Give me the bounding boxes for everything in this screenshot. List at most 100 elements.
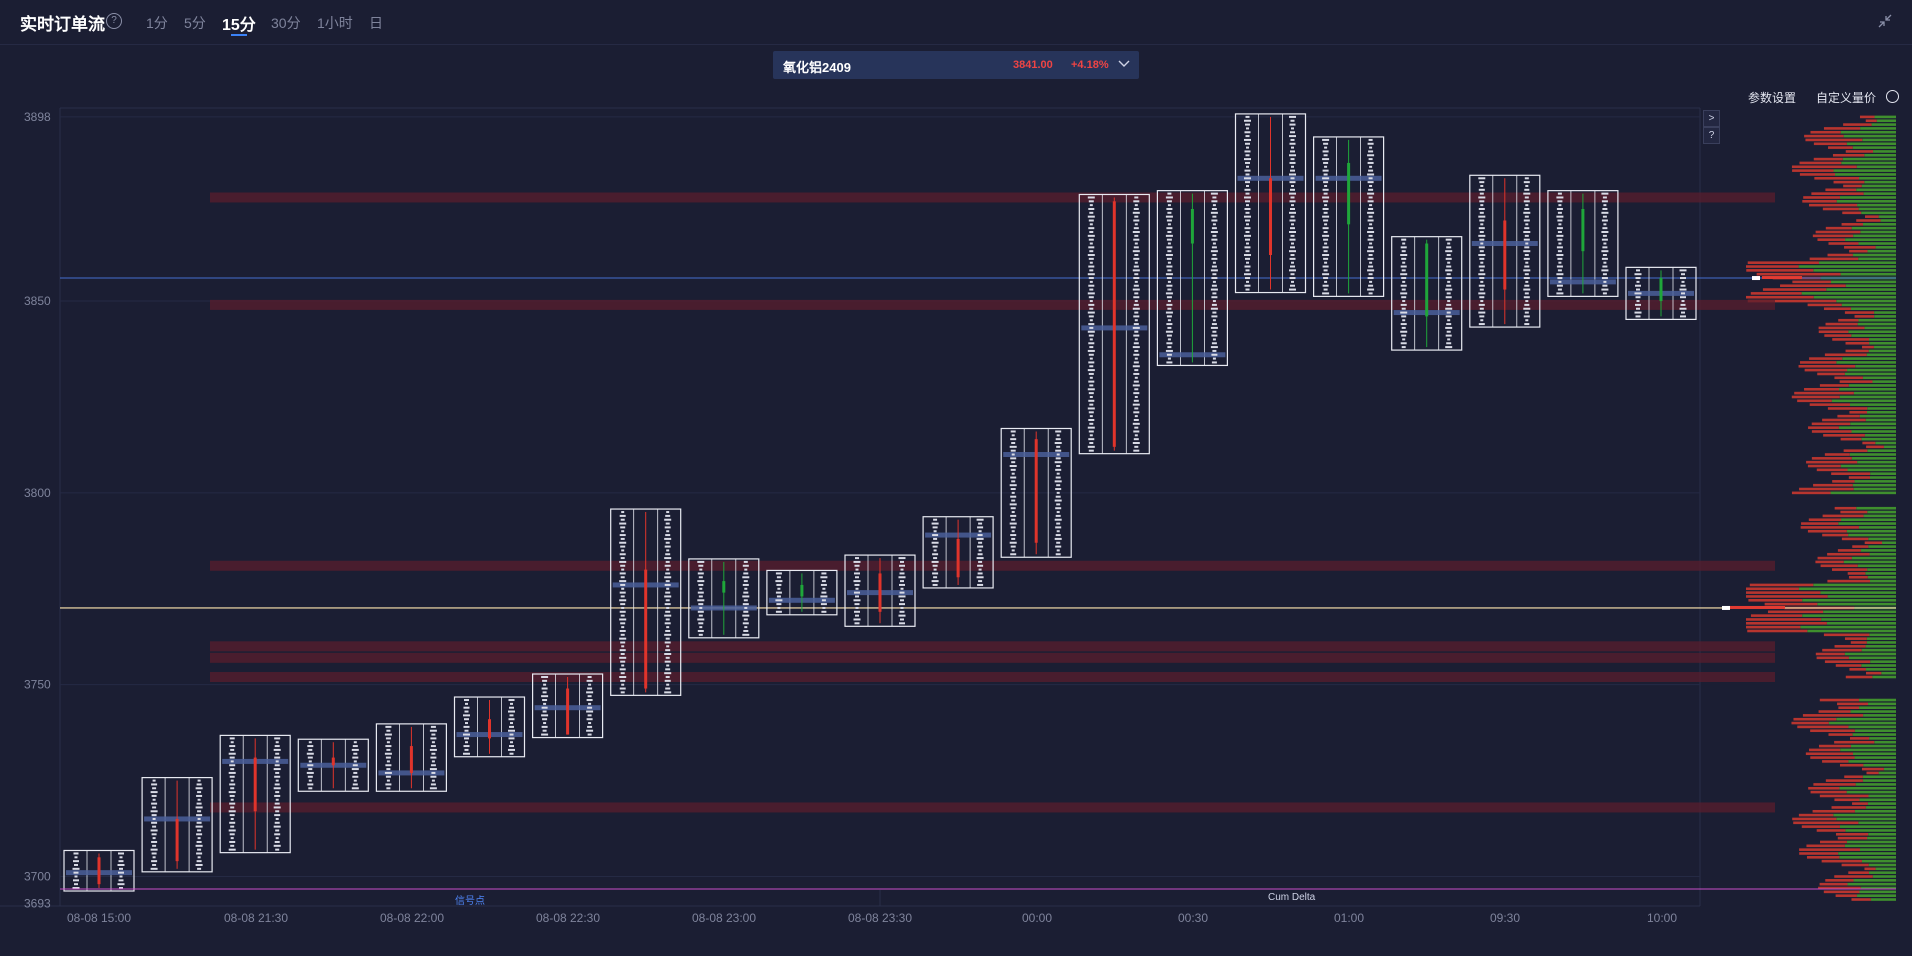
ask-volume-cell [1602,284,1608,287]
bid-volume-cell [1479,277,1485,280]
footprint-candle[interactable] [1156,190,1229,367]
ask-volume-cell [274,802,280,805]
profile-sell-bar [1802,200,1837,203]
ask-volume-cell [353,779,357,782]
bid-volume-cell [542,691,547,694]
profile-sell-bar [1764,602,1818,606]
params-settings-button[interactable]: 参数设置 [1748,91,1797,105]
ask-volume-cell [1603,261,1607,264]
footprint-candle[interactable] [610,508,682,696]
footprint-candle[interactable] [1625,266,1697,321]
cum-delta-label[interactable]: Cum Delta [1268,892,1316,903]
tab-1min[interactable]: 1分 [146,15,168,31]
bid-volume-cell [1246,280,1249,283]
ask-volume-cell [666,683,670,686]
tab-30min[interactable]: 30分 [271,15,301,31]
ask-volume-cell [430,756,437,759]
ask-volume-cell [1055,553,1061,556]
ask-volume-cell [743,572,749,575]
bid-volume-cell [463,733,470,736]
bid-volume-cell [1401,346,1406,349]
ask-volume-cell [586,729,594,732]
footprint-candle[interactable] [688,558,760,639]
bid-volume-cell [1087,311,1095,314]
y-tick-label: 3850 [24,294,51,308]
bid-volume-cell [1323,161,1329,164]
ask-volume-cell [275,848,280,851]
profile-buy-bar [1864,326,1896,330]
tab-1hour[interactable]: 1小时 [317,15,353,31]
footprint-candle[interactable] [453,696,526,758]
bid-volume-cell [1244,177,1251,180]
bid-volume-cell [620,583,626,586]
ask-volume-cell [588,702,592,705]
footprint-candle[interactable] [1078,193,1150,455]
ask-volume-cell [509,706,514,709]
ask-volume-cell [1211,207,1217,210]
profile-buy-bar [1868,349,1896,353]
bid-volume-cell [775,610,782,613]
custom-volume-price-button[interactable]: 自定义量价 [1816,91,1877,105]
footprint-candle[interactable] [1312,136,1385,297]
footprint-candle[interactable] [219,734,291,854]
symbol-selector[interactable]: 氧化铝2409 3841.00 +4.18% [773,51,1139,79]
profile-sell-bar [1852,802,1868,805]
profile-sell-bar [1797,725,1849,729]
bid-volume-cell [1322,227,1329,230]
ask-volume-cell [1133,334,1140,337]
profile-sell-bar [1828,733,1853,736]
footprint-candle[interactable] [1547,190,1619,297]
footprint-candle[interactable] [1469,174,1541,328]
profile-sell-bar [1792,280,1831,284]
ask-volume-cell [1290,284,1295,287]
bid-volume-cell [1165,330,1173,333]
ask-volume-cell [1367,250,1375,253]
footprint-candle[interactable] [766,569,838,616]
footprint-candle[interactable] [141,776,213,873]
tab-day[interactable]: 日 [369,15,383,31]
ask-volume-cell [195,806,203,809]
settings-circle-icon[interactable] [1886,90,1899,103]
help-icon[interactable]: ? [106,13,122,29]
profile-sell-bar [1809,357,1843,360]
profile-buy-bar [1856,165,1896,169]
bid-volume-cell [1089,231,1094,234]
next-button[interactable]: > [1703,110,1720,127]
bid-volume-cell [1011,472,1015,475]
collapse-icon[interactable] [1878,14,1892,28]
footprint-candle[interactable] [531,673,604,739]
footprint-candle[interactable] [844,554,916,627]
bid-volume-cell [1011,434,1015,437]
tab-5min[interactable]: 5分 [184,15,206,31]
candle-box [766,569,838,616]
bid-volume-cell [1479,288,1484,291]
ask-volume-cell [899,610,905,613]
bid-volume-cell [1322,207,1329,210]
ask-volume-cell [899,583,905,586]
profile-sell-bar [1842,211,1862,215]
profile-sell-bar [1816,829,1846,832]
bid-volume-cell [74,875,78,878]
footprint-candle[interactable] [1234,113,1307,294]
candle-box [1234,113,1307,294]
profile-buy-bar [1802,614,1896,617]
footprint-candle[interactable] [375,723,447,792]
bid-volume-cell [1556,207,1563,210]
ask-volume-cell [509,752,514,755]
chart-help-button[interactable]: ? [1703,127,1720,144]
footprint-candle[interactable] [63,849,135,892]
footprint-candle[interactable] [1391,236,1463,351]
ask-volume-cell [900,568,904,571]
tab-15min[interactable]: 15分 [222,17,256,34]
ask-volume-cell [1132,288,1140,291]
footprint-candle[interactable] [1000,427,1072,558]
ask-volume-cell [1524,265,1530,268]
ask-volume-cell [665,629,671,632]
ask-volume-cell [1291,280,1294,283]
footprint-candle[interactable] [297,738,369,792]
ask-volume-cell [586,718,593,721]
footprint-candle[interactable] [922,516,994,589]
ask-volume-cell [900,618,904,621]
profile-buy-bar [1861,859,1896,863]
